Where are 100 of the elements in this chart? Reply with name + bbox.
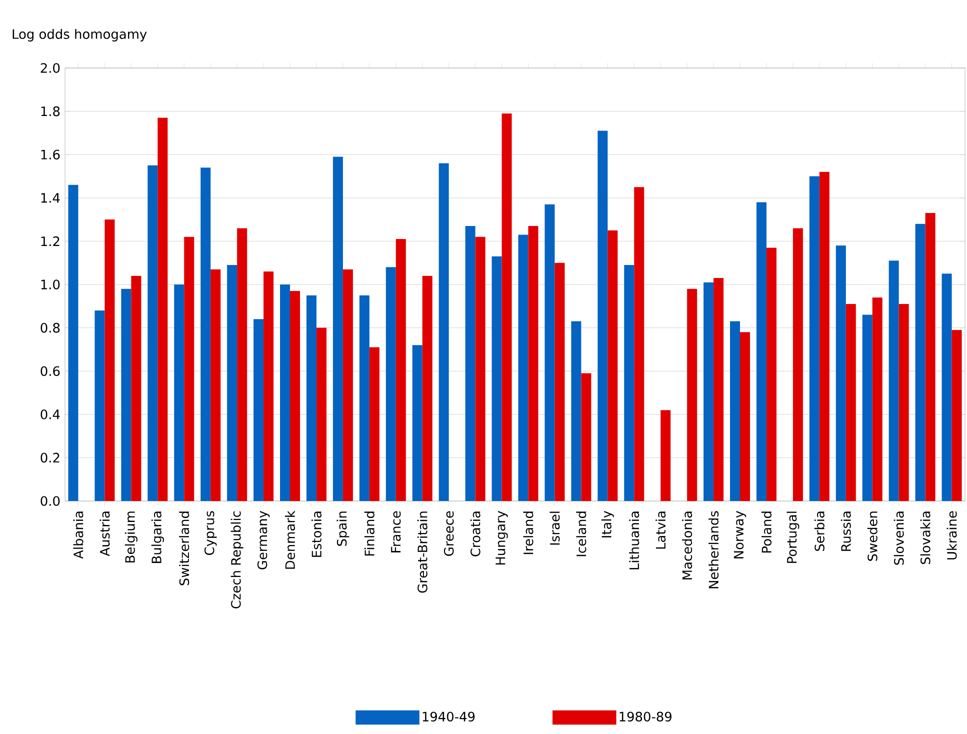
- x-tick-label: Cyprus: [204, 511, 217, 555]
- bar: [412, 345, 422, 501]
- bar: [121, 288, 132, 501]
- y-tick-label: 1.8: [41, 106, 60, 116]
- bar: [94, 310, 105, 501]
- bar: [624, 265, 634, 501]
- y-axis-title: Log odds homogamy: [12, 28, 147, 42]
- bar: [264, 272, 274, 501]
- x-tick-label: Estonia: [311, 512, 322, 557]
- bar: [819, 172, 830, 501]
- bar: [608, 230, 618, 501]
- x-tick-label: Czech Republic: [230, 511, 244, 608]
- y-tick-label: 1.2: [41, 236, 60, 246]
- bar: [502, 113, 512, 501]
- x-tick-label: Hungary: [496, 510, 508, 565]
- x-tick-label: Israel: [550, 512, 560, 545]
- x-tick-label: Ireland: [523, 512, 534, 554]
- bar: [306, 295, 316, 501]
- x-tick-label: Denmark: [284, 510, 296, 569]
- x-tick-label: Serbia: [814, 512, 824, 551]
- bar: [792, 228, 803, 501]
- x-tick-label: Albania: [73, 512, 84, 559]
- bar: [740, 332, 750, 501]
- y-tick-label: 2.0: [40, 63, 60, 73]
- x-tick-label: Austria: [100, 512, 110, 556]
- bar: [872, 297, 882, 501]
- y-tick-label: 1.4: [41, 193, 60, 203]
- x-tick-label: Ukraine: [946, 511, 957, 560]
- bar: [888, 260, 899, 501]
- x-tick-label: Slovakia: [920, 512, 930, 564]
- bar: [714, 278, 724, 501]
- bar: [846, 304, 856, 501]
- bar: [104, 220, 115, 501]
- bar: [634, 187, 644, 501]
- bar: [200, 168, 211, 501]
- x-tick-label: Lithuania: [629, 512, 640, 570]
- bar: [730, 321, 740, 501]
- y-tick-label: 0.4: [40, 410, 60, 420]
- bar: [280, 284, 290, 501]
- bar: [210, 269, 221, 501]
- bar: [598, 130, 608, 501]
- bar: [704, 282, 714, 501]
- bar: [68, 184, 78, 501]
- bar: [925, 213, 936, 501]
- x-tick-label: Norway: [734, 510, 746, 558]
- x-tick-label: Croatia: [470, 512, 480, 556]
- bar: [359, 295, 370, 501]
- bar: [942, 274, 952, 501]
- bar: [475, 236, 486, 501]
- x-tick-label: Poland: [761, 512, 772, 552]
- bar: [237, 228, 248, 501]
- bar: [660, 410, 671, 501]
- bar: [898, 304, 909, 501]
- bar: [369, 347, 380, 501]
- bar: [422, 276, 432, 501]
- bar: [952, 330, 962, 501]
- x-tick-label: Great-Britain: [417, 512, 428, 593]
- bar: [396, 239, 406, 501]
- x-tick-label: Macedonia: [682, 512, 692, 580]
- bar: [131, 276, 142, 501]
- y-tick-label: 0.6: [40, 366, 60, 376]
- bar: [332, 156, 343, 501]
- x-tick-label: Slovenia: [894, 512, 904, 565]
- y-tick-label: 0.8: [40, 322, 60, 333]
- y-tick-label: 1.0: [41, 280, 60, 290]
- bar: [254, 319, 264, 501]
- bar: [492, 256, 502, 501]
- bar: [756, 202, 766, 501]
- bar: [862, 314, 872, 501]
- bar: [465, 226, 476, 501]
- x-tick-label: Bulgaria: [151, 512, 164, 563]
- bar: [554, 262, 565, 501]
- x-tick-label: Sweden: [867, 512, 878, 561]
- bar: [836, 246, 846, 501]
- bar: [316, 328, 326, 501]
- y-tick-label: 0.0: [40, 496, 60, 506]
- bar: [915, 224, 926, 501]
- bar: [571, 321, 582, 501]
- x-tick-label: Greece: [444, 511, 454, 556]
- bar: [148, 165, 158, 501]
- x-tick-label: Finland: [364, 512, 374, 556]
- bar: [766, 248, 776, 501]
- bar: [290, 290, 300, 501]
- x-tick-label: Germany: [257, 510, 270, 570]
- x-tick-label: Spain: [336, 512, 350, 546]
- x-tick-label: Iceland: [576, 512, 586, 556]
- legend-label: 1940-49: [422, 712, 475, 722]
- bar: [227, 265, 238, 501]
- bar: [809, 176, 820, 501]
- y-tick-label: 0.2: [40, 452, 60, 463]
- x-tick-label: Italy: [601, 510, 614, 538]
- y-tick-label: 1.6: [41, 150, 60, 160]
- legend-label: 1980-89: [620, 712, 672, 722]
- bar: [342, 269, 353, 501]
- bar: [581, 373, 592, 501]
- bar: [174, 284, 184, 501]
- bar: [687, 288, 698, 501]
- bar: [438, 163, 449, 501]
- bar: [386, 267, 396, 501]
- x-tick-label: Belgium: [124, 512, 138, 562]
